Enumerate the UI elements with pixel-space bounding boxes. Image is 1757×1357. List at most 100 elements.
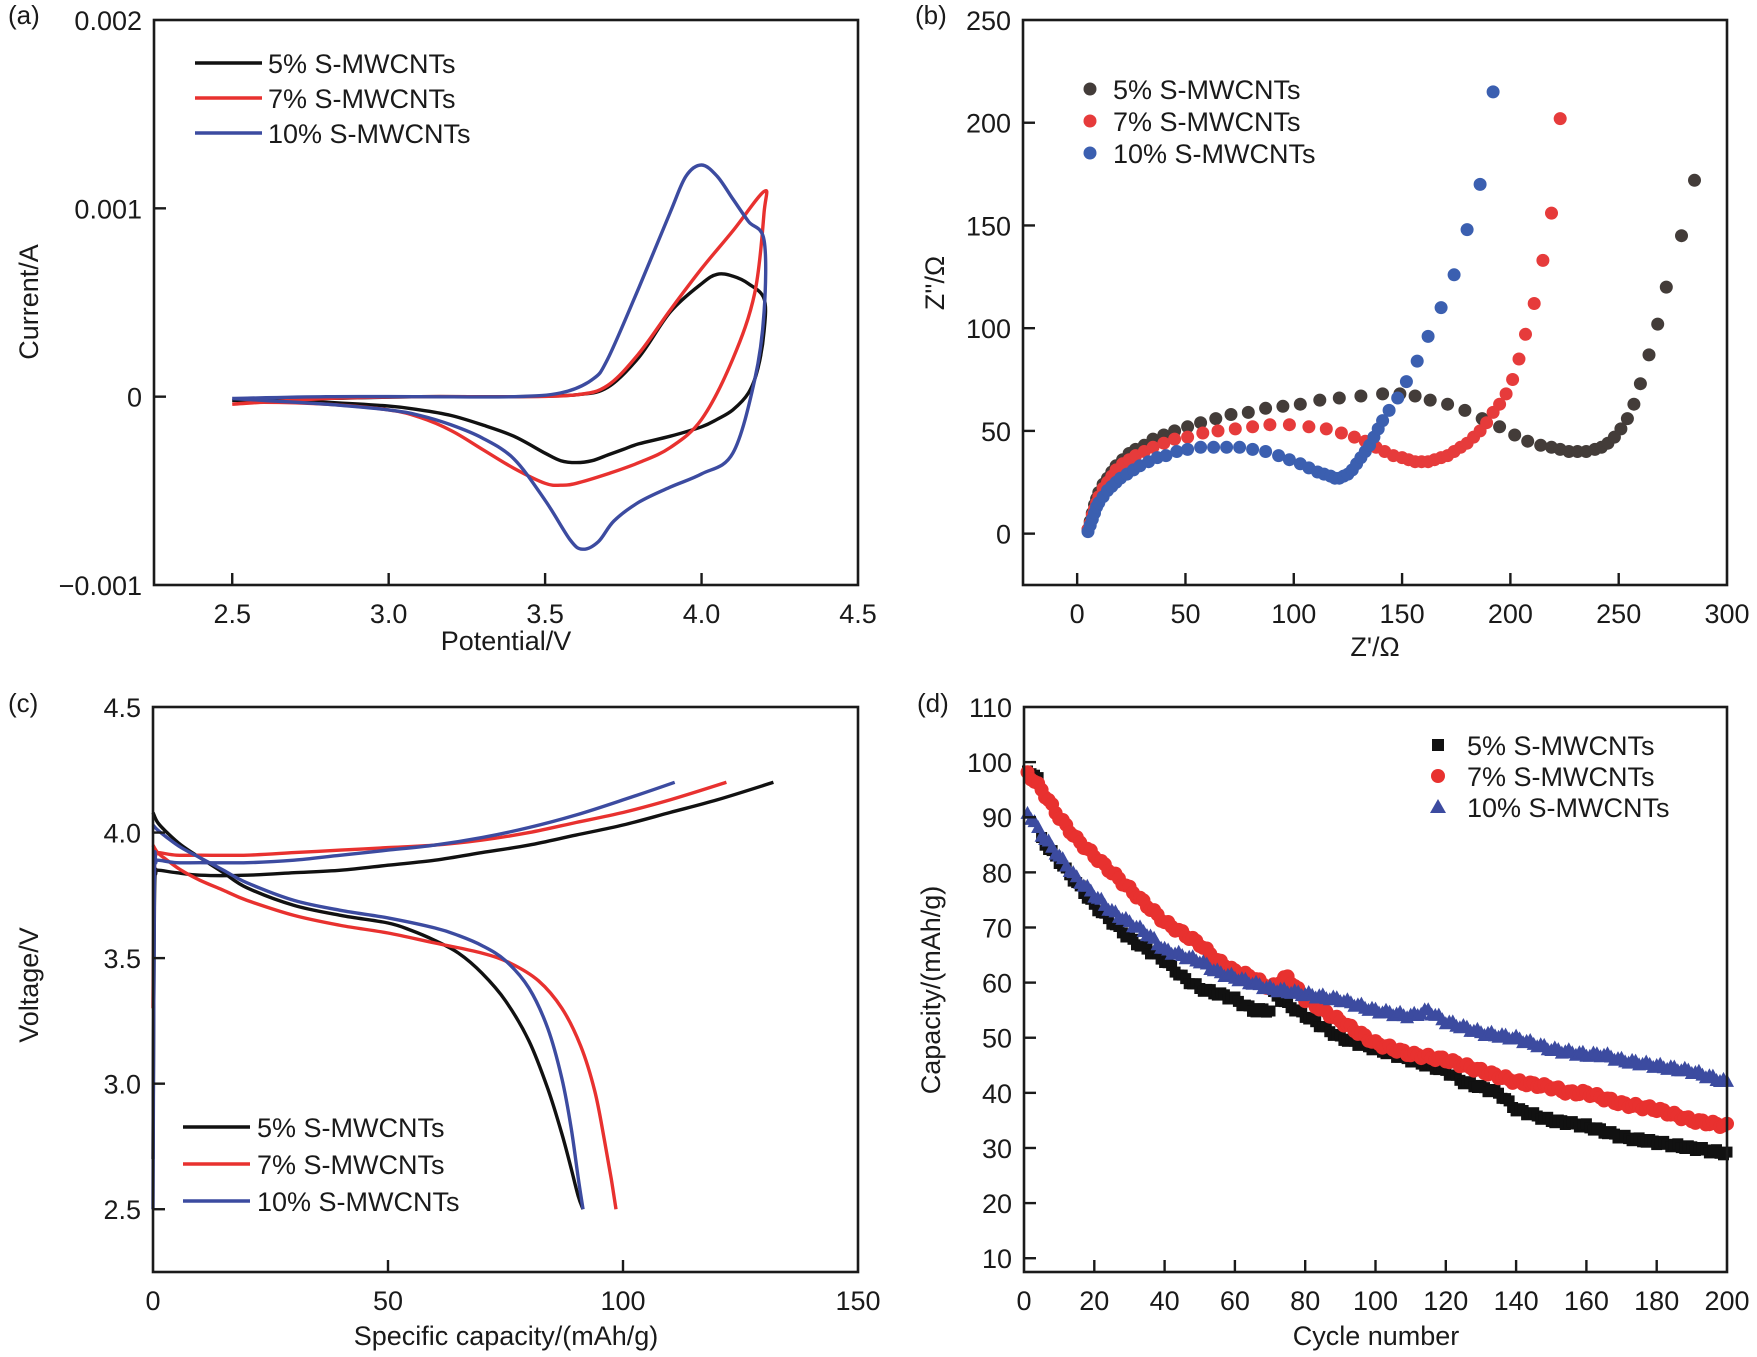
y-tick-label: 80: [982, 858, 1012, 888]
data-point: [1651, 317, 1665, 331]
panel-b-series: [1081, 85, 1701, 539]
x-tick-label: 140: [1494, 1286, 1539, 1316]
series-10pct-s-mwcnts: [1081, 85, 1500, 539]
panel-b-y-axis-label: Z''/Ω: [920, 256, 950, 311]
panel-a-legend: 5% S-MWCNTs 7% S-MWCNTs 10% S-MWCNTs: [195, 49, 471, 149]
data-point: [1521, 434, 1535, 448]
data-point: [1159, 449, 1173, 463]
x-tick-label: 4.5: [839, 599, 877, 629]
legend-label: 10% S-MWCNTs: [257, 1187, 460, 1217]
data-point: [1534, 438, 1548, 452]
legend-marker: [1083, 146, 1097, 160]
data-point: [1503, 1095, 1515, 1107]
y-tick-label: 70: [982, 913, 1012, 943]
data-point: [1181, 430, 1195, 444]
data-point: [1157, 436, 1171, 450]
series-line-10pct-s-mwcnts: [232, 163, 768, 551]
y-tick-label: 4.5: [103, 693, 141, 723]
panel-c-series: [151, 780, 774, 1210]
data-point: [1224, 408, 1238, 421]
data-point: [1382, 403, 1396, 417]
data-point: [1512, 352, 1526, 366]
data-point: [1263, 418, 1277, 432]
discharge-curve-7pct-s-mwcnts: [151, 844, 618, 1210]
y-tick-label: 200: [966, 109, 1011, 139]
y-tick-label: 3.5: [103, 944, 141, 974]
x-tick-label: 180: [1634, 1286, 1679, 1316]
legend-marker: [1083, 82, 1097, 96]
legend-label: 7% S-MWCNTs: [1113, 107, 1301, 137]
data-point: [1354, 389, 1368, 403]
panel-a-frame: [152, 18, 860, 587]
legend-label: 10% S-MWCNTs: [1113, 139, 1316, 169]
y-tick-label: 0: [996, 520, 1011, 550]
data-point: [1508, 428, 1522, 442]
y-tick-label: 20: [982, 1189, 1012, 1219]
data-point: [1553, 112, 1567, 126]
data-point: [1272, 449, 1286, 463]
data-point: [1423, 393, 1437, 407]
data-point: [1302, 420, 1316, 434]
x-tick-label: 3.5: [526, 599, 564, 629]
data-point: [1334, 426, 1348, 440]
data-point: [1168, 432, 1182, 446]
data-point: [1614, 422, 1628, 436]
panel-c-x-axis-label: Specific capacity/(mAh/g): [354, 1321, 659, 1351]
legend-marker-triangle: [1430, 799, 1446, 813]
y-tick-label: 0.002: [74, 6, 142, 36]
data-point: [1181, 442, 1195, 456]
data-point: [1170, 445, 1184, 458]
panel-a-series: [232, 163, 769, 551]
x-tick-label: 50: [1170, 599, 1200, 629]
data-point: [1688, 173, 1701, 187]
y-tick-label: 10: [982, 1244, 1012, 1274]
data-point: [1376, 387, 1390, 401]
legend-label: 7% S-MWCNTs: [1467, 762, 1655, 792]
y-tick-label: 110: [969, 693, 1012, 723]
y-tick-label: 50: [982, 1024, 1012, 1054]
legend-label: 7% S-MWCNTs: [257, 1150, 445, 1180]
series-10pct-s-mwcnts: [1020, 805, 1734, 1087]
panel-label-c: (c): [8, 688, 38, 718]
data-point: [1441, 397, 1455, 411]
data-point: [1113, 921, 1125, 932]
panel-c-y-ticks: 2.5 3.0 3.5 4.0 4.5: [103, 693, 165, 1225]
y-tick-label: 2.5: [103, 1195, 141, 1225]
data-point: [1519, 327, 1532, 341]
panel-c-x-ticks: 0 50 100 150: [145, 1260, 881, 1316]
data-point: [1391, 391, 1405, 405]
panel-d-y-axis-label: Capacity/(mAh/g): [916, 886, 946, 1095]
y-tick-label: 250: [966, 6, 1011, 36]
panel-d-x-ticks: 0 20 40 60 80 100 120 140 160 180 200: [1016, 1260, 1750, 1316]
x-tick-label: 80: [1290, 1286, 1320, 1316]
panel-label-d: (d): [917, 688, 949, 718]
data-point: [1486, 85, 1500, 99]
x-tick-label: 120: [1423, 1286, 1468, 1316]
panel-label-a: (a): [8, 0, 40, 30]
panel-b-nyquist-plot: (b) 0 50 100 150 200 250 300 0 50 100 150 200 250 Z…: [915, 0, 1750, 662]
data-point: [1493, 397, 1507, 411]
legend-label: 5% S-MWCNTs: [1467, 731, 1655, 761]
data-point: [1211, 424, 1225, 438]
data-point: [1536, 253, 1550, 267]
legend-label: 7% S-MWCNTs: [268, 84, 456, 114]
data-point: [1633, 377, 1647, 391]
data-point: [1166, 960, 1178, 971]
data-point: [1220, 440, 1234, 454]
y-tick-label: 150: [966, 211, 1011, 241]
legend-marker: [1083, 114, 1097, 128]
charge-curve-7pct-s-mwcnts: [151, 780, 727, 1009]
panel-label-b: (b): [915, 0, 947, 30]
data-point: [1659, 280, 1673, 294]
x-tick-label: 100: [1353, 1286, 1398, 1316]
panel-d-x-axis-label: Cycle number: [1293, 1321, 1460, 1351]
data-point: [1209, 412, 1223, 426]
panel-c-y-axis-label: Voltage/V: [14, 927, 44, 1043]
x-tick-label: 4.0: [683, 599, 721, 629]
panel-c-frame: [151, 705, 860, 1274]
data-point: [1319, 422, 1333, 436]
y-tick-label: 90: [982, 803, 1012, 833]
data-point: [1410, 354, 1424, 368]
